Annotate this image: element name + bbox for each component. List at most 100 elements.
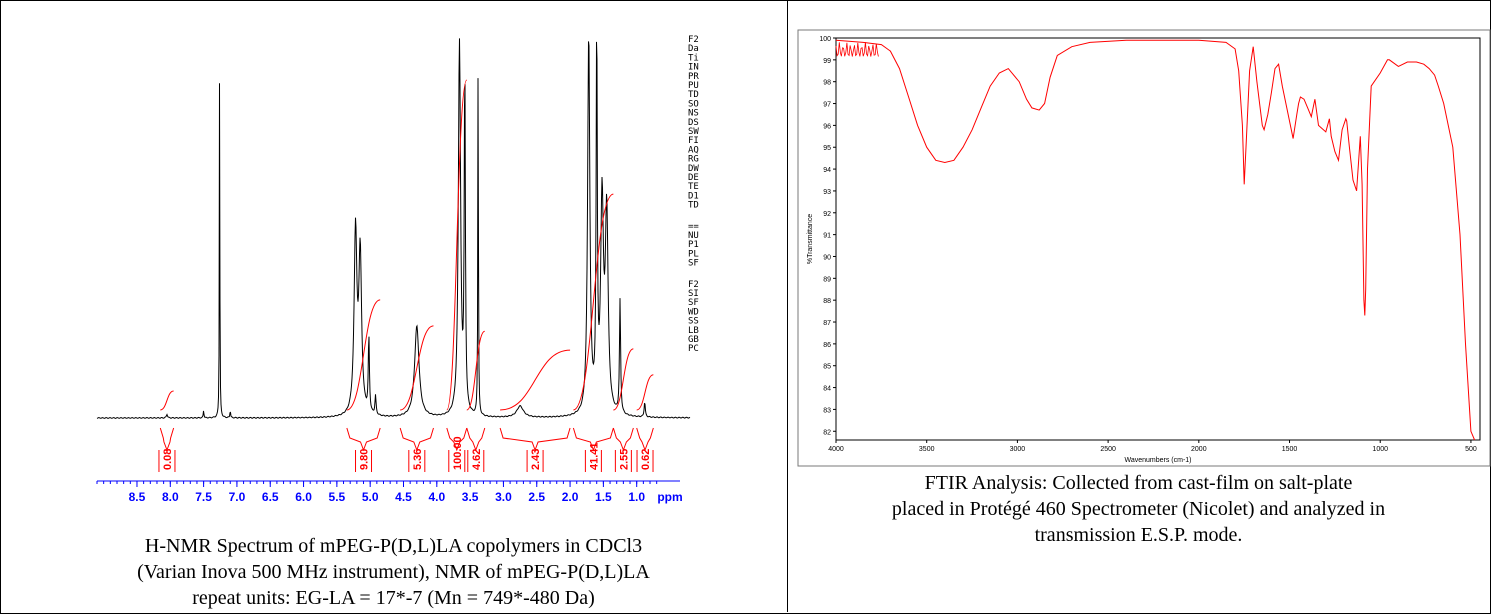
nmr-caption-line-1: H-NMR Spectrum of mPEG-P(D,L)LA copolyme… bbox=[144, 535, 643, 557]
nmr-integral-label: 100.00 bbox=[452, 436, 464, 470]
nmr-parameter-label: WD bbox=[688, 307, 699, 317]
ftir-y-tick-label: 95 bbox=[823, 145, 831, 152]
nmr-parameter-label: GB bbox=[688, 335, 699, 345]
nmr-x-tick-label: 8.5 bbox=[129, 490, 146, 504]
nmr-integral-curve bbox=[399, 325, 434, 411]
nmr-integral-label: 0.62 bbox=[640, 449, 652, 470]
nmr-x-tick-label: 2.5 bbox=[528, 490, 545, 504]
nmr-integral-bracket bbox=[636, 427, 654, 452]
ftir-y-tick-label: 97 bbox=[823, 102, 831, 109]
nmr-parameter-label: P1 bbox=[688, 240, 699, 250]
nmr-parameter-label: PR bbox=[688, 72, 699, 82]
ftir-caption: FTIR Analysis: Collected from cast-film … bbox=[788, 470, 1489, 548]
nmr-integral-bracket bbox=[159, 427, 175, 452]
nmr-integral-bracket bbox=[612, 427, 634, 452]
nmr-integral-curve bbox=[446, 79, 468, 411]
ftir-x-tick-label: 2000 bbox=[1191, 446, 1207, 453]
nmr-integral-label: 5.36 bbox=[412, 449, 424, 470]
nmr-parameter-label: SO bbox=[688, 99, 699, 109]
ftir-window-border bbox=[797, 29, 1491, 467]
ftir-y-tick-label: 82 bbox=[823, 429, 831, 436]
nmr-integral-curve bbox=[613, 348, 634, 411]
nmr-x-tick-label: 5.0 bbox=[362, 490, 379, 504]
ftir-y-tick-label: 93 bbox=[823, 189, 831, 196]
ftir-x-tick-label: 3500 bbox=[919, 446, 935, 453]
nmr-parameter-label: PL bbox=[688, 249, 699, 259]
nmr-parameter-label: TE bbox=[688, 182, 699, 192]
ftir-y-tick-label: 89 bbox=[823, 276, 831, 283]
ftir-caption-line-2: placed in Protégé 460 Spectrometer (Nico… bbox=[891, 498, 1386, 520]
nmr-parameter-label: AQ bbox=[688, 145, 699, 155]
nmr-parameter-label: RG bbox=[688, 155, 699, 165]
nmr-integral-label: 9.80 bbox=[359, 449, 371, 470]
nmr-x-tick-label: 4.0 bbox=[428, 490, 445, 504]
nmr-integral-bracket bbox=[466, 427, 486, 452]
nmr-parameter-label: SW bbox=[688, 127, 699, 137]
nmr-parameter-label: Da bbox=[688, 44, 699, 54]
nmr-x-tick-label: 6.0 bbox=[295, 490, 312, 504]
ftir-x-tick-label: 4000 bbox=[828, 446, 844, 453]
nmr-x-tick-label: 3.5 bbox=[462, 490, 479, 504]
nmr-parameter-label: SF bbox=[688, 298, 699, 308]
nmr-integral-bracket bbox=[399, 427, 434, 452]
nmr-parameter-label: LB bbox=[688, 326, 699, 336]
nmr-parameter-label: SF bbox=[688, 259, 699, 269]
ftir-y-tick-label: 85 bbox=[823, 364, 831, 371]
nmr-parameter-label: == bbox=[688, 222, 699, 232]
nmr-x-tick-label: 1.5 bbox=[595, 490, 612, 504]
nmr-integral-curve bbox=[500, 349, 571, 411]
ftir-caption-line-3: transmission E.S.P. mode. bbox=[1034, 524, 1243, 546]
ftir-y-tick-label: 87 bbox=[823, 320, 831, 327]
nmr-spectrum-chart: F2DaTiINPRPUTDSONSDSSWFIAQRGDWDETED1TD==… bbox=[96, 35, 699, 504]
ftir-x-axis-label: Wavenumbers (cm-1) bbox=[1124, 457, 1191, 464]
nmr-integral-curve bbox=[466, 330, 486, 411]
ftir-x-tick-label: 1500 bbox=[1282, 446, 1298, 453]
nmr-integral-curve bbox=[573, 193, 614, 411]
nmr-x-tick-label: 7.5 bbox=[195, 490, 212, 504]
nmr-parameter-label: D1 bbox=[688, 191, 699, 201]
nmr-x-axis-label: ppm bbox=[657, 490, 682, 504]
nmr-x-tick-label: 1.0 bbox=[628, 490, 645, 504]
nmr-integral-bracket bbox=[572, 427, 614, 452]
panel-divider bbox=[787, 0, 788, 612]
nmr-integral-curve bbox=[636, 374, 654, 411]
nmr-parameter-label: SI bbox=[688, 289, 699, 299]
nmr-parameter-label: F2 bbox=[688, 35, 699, 45]
nmr-parameter-label: PU bbox=[688, 81, 699, 91]
nmr-caption-line-3: repeat units: EG-LA = 17*-7 (Mn = 749*-4… bbox=[192, 587, 595, 609]
nmr-parameter-label: Ti bbox=[688, 53, 699, 63]
ftir-noise-trace bbox=[835, 42, 879, 57]
nmr-parameter-label: FI bbox=[688, 136, 699, 146]
nmr-x-tick-label: 2.0 bbox=[562, 490, 579, 504]
nmr-parameter-label: NU bbox=[688, 231, 699, 241]
nmr-integral-label: 2.43 bbox=[530, 449, 542, 470]
ftir-x-tick-label: 1000 bbox=[1372, 446, 1388, 453]
nmr-parameter-label: DW bbox=[688, 164, 699, 174]
nmr-integral-label: 4.62 bbox=[471, 449, 483, 470]
nmr-parameter-label: DE bbox=[688, 173, 699, 183]
nmr-parameter-label: IN bbox=[688, 63, 699, 73]
nmr-spectrum-line bbox=[96, 38, 691, 419]
nmr-caption-line-2: (Varian Inova 500 MHz instrument), NMR o… bbox=[137, 561, 650, 583]
nmr-parameter-label: F2 bbox=[688, 280, 699, 290]
ftir-y-tick-label: 86 bbox=[823, 342, 831, 349]
nmr-parameter-label: PC bbox=[688, 344, 699, 354]
nmr-parameter-label: NS bbox=[688, 109, 699, 119]
nmr-integral-label: 2.55 bbox=[618, 449, 630, 470]
ftir-y-tick-label: 92 bbox=[823, 211, 831, 218]
nmr-parameter-label: TD bbox=[688, 90, 699, 100]
nmr-integral-curve bbox=[160, 390, 174, 411]
ftir-x-tick-label: 500 bbox=[1465, 446, 1477, 453]
nmr-x-tick-label: 3.0 bbox=[495, 490, 512, 504]
ftir-x-tick-label: 3000 bbox=[1010, 446, 1026, 453]
nmr-plot-area: 0.08 9.80 5.36 100.00 4.62 2.43 41.41 2.55 0.62 8… bbox=[96, 38, 691, 504]
ftir-y-tick-label: 94 bbox=[823, 167, 831, 174]
ftir-y-tick-label: 99 bbox=[823, 58, 831, 65]
ftir-y-tick-label: 91 bbox=[823, 233, 831, 240]
ftir-plot-frame bbox=[835, 37, 1481, 441]
ftir-spectrum-chart: 82 83 84 85 86 87 88 89 90 91 92 93 94 95 96 97 98 99 100 4… bbox=[797, 29, 1491, 467]
nmr-x-tick-label: 5.5 bbox=[329, 490, 346, 504]
nmr-acquisition-parameters: F2DaTiINPRPUTDSONSDSSWFIAQRGDWDETED1TD==… bbox=[688, 35, 699, 354]
nmr-caption: H-NMR Spectrum of mPEG-P(D,L)LA copolyme… bbox=[0, 533, 787, 611]
nmr-integral-bracket bbox=[446, 427, 468, 452]
